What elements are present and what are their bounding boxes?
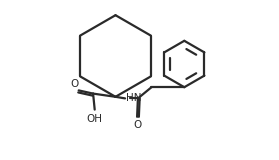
Text: OH: OH — [87, 114, 103, 124]
Text: O: O — [134, 120, 142, 130]
Text: HN: HN — [126, 93, 141, 103]
Text: O: O — [71, 79, 79, 89]
